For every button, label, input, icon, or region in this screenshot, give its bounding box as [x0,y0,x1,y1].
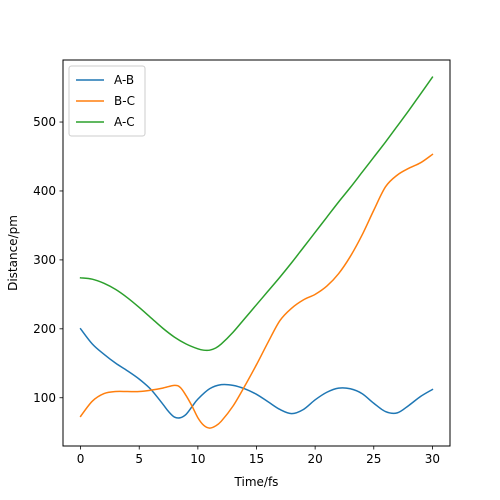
x-tick-label: 30 [425,452,440,466]
y-tick-label: 400 [33,184,56,198]
plot-frame [62,59,451,447]
x-tick-label: 20 [307,452,322,466]
y-tick-label: 100 [33,391,56,405]
series-line-a-c [79,76,434,352]
x-tick-label: 15 [249,452,264,466]
y-tick-label: 200 [33,322,56,336]
series-line-b-c [79,153,434,429]
legend: A-B B-C A-C [68,65,146,137]
ticks-layer: 0 5 10 15 20 25 30 100 200 300 400 500 [33,115,440,466]
y-tick-label: 300 [33,253,56,267]
x-tick-label: 25 [366,452,381,466]
legend-label-b-c: B-C [114,94,135,108]
y-tick-label: 500 [33,115,56,129]
legend-box [68,65,146,137]
x-tick-label: 10 [190,452,205,466]
x-axis-label: Time/fs [234,475,279,489]
series-line-a-b [79,327,434,419]
x-tick-label: 0 [77,452,85,466]
y-axis-label: Distance/pm [6,215,20,291]
series-layer [79,76,434,429]
legend-label-a-c: A-C [114,115,135,129]
legend-label-a-b: A-B [114,73,134,87]
x-tick-label: 5 [135,452,143,466]
